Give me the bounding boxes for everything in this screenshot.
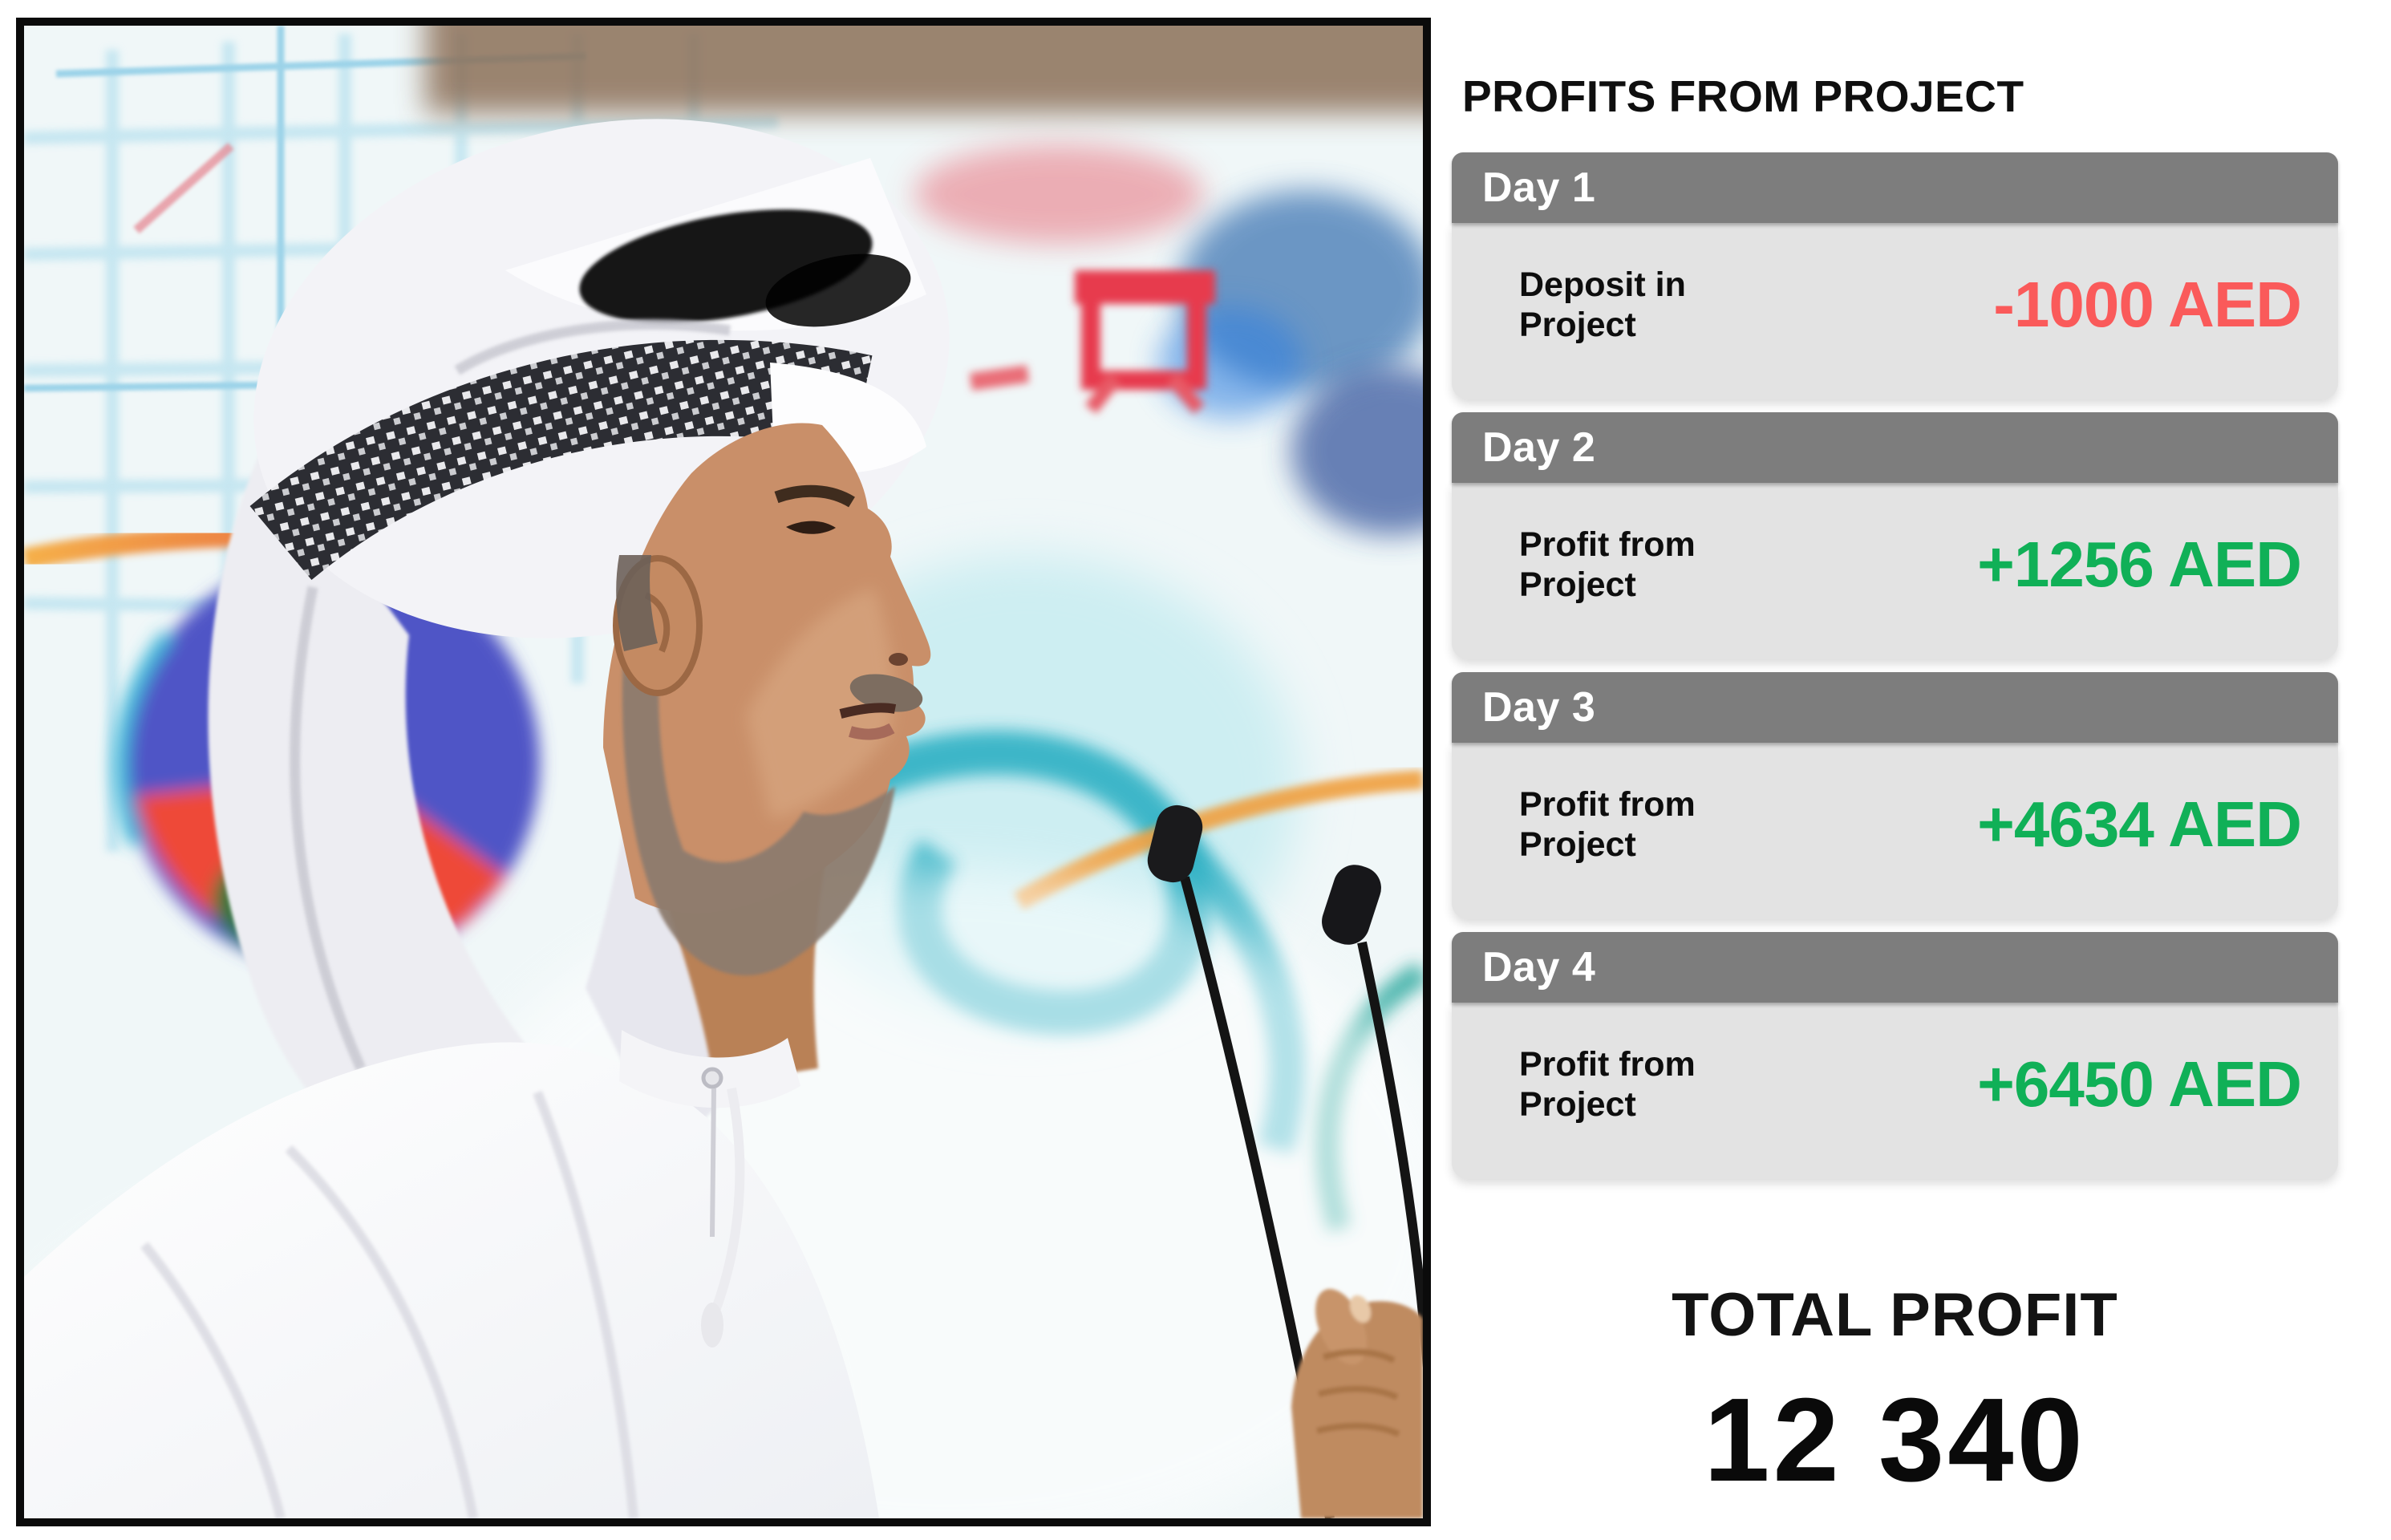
day-card-header: Day 1 (1452, 152, 2338, 223)
orange-arc-right (1014, 770, 1423, 910)
amount-value: -1000 AED (1993, 269, 2302, 340)
amount-value: +4634 AED (1977, 788, 2302, 860)
speaker-face (603, 423, 931, 976)
speaker-hand (1291, 1289, 1423, 1518)
speaker-photo-illustration (24, 26, 1423, 1518)
item-label: Profit from Project (1519, 1044, 1696, 1125)
item-label-line2: Project (1519, 1085, 1636, 1124)
day-card-header: Day 3 (1452, 672, 2338, 743)
item-label-line2: Project (1519, 565, 1636, 604)
total-profit-value: 12 340 (1704, 1374, 2086, 1506)
total-profit-label: TOTAL PROFIT (1672, 1281, 2118, 1349)
speaker-body (24, 1030, 879, 1518)
page-title: PROFITS FROM PROJECT (1462, 71, 2024, 121)
day-card-header: Day 2 (1452, 412, 2338, 483)
item-label-line2: Project (1519, 306, 1636, 344)
total-profit-block: TOTAL PROFIT 12 340 (1452, 1280, 2338, 1509)
item-label-line1: Profit from (1519, 1045, 1696, 1084)
day-card-body: Profit from Project +4634 AED (1452, 743, 2338, 919)
day-label: Day 3 (1482, 684, 1596, 731)
speaker-figure (24, 119, 950, 1518)
day-card: Day 1 Deposit in Project -1000 AED (1452, 152, 2338, 399)
day-card: Day 3 Profit from Project +4634 AED (1452, 672, 2338, 919)
item-label: Deposit in Project (1519, 265, 1686, 345)
amount-value: +1256 AED (1977, 529, 2302, 600)
item-label: Profit from Project (1519, 784, 1696, 865)
day-card-header: Day 4 (1452, 932, 2338, 1003)
day-card-body: Profit from Project +1256 AED (1452, 483, 2338, 659)
day-card-body: Profit from Project +6450 AED (1452, 1003, 2338, 1179)
day-label: Day 1 (1482, 164, 1596, 211)
sunglasses-icon (579, 209, 911, 327)
day-card: Day 4 Profit from Project +6450 AED (1452, 932, 2338, 1179)
microphone-icon (1322, 865, 1423, 1368)
day-label: Day 2 (1482, 424, 1596, 471)
amount-value: +6450 AED (1977, 1048, 2302, 1120)
day-cards-list: Day 1 Deposit in Project -1000 AED Day 2… (1452, 152, 2338, 1192)
item-label-line1: Profit from (1519, 525, 1696, 564)
item-label-line2: Project (1519, 825, 1636, 864)
item-label: Profit from Project (1519, 525, 1696, 605)
speaker-photo (16, 18, 1431, 1526)
red-frame-icon (969, 270, 1215, 414)
item-label-line1: Profit from (1519, 785, 1696, 824)
day-card: Day 2 Profit from Project +1256 AED (1452, 412, 2338, 659)
day-label: Day 4 (1482, 944, 1596, 991)
day-card-body: Deposit in Project -1000 AED (1452, 223, 2338, 399)
item-label-line1: Deposit in (1519, 265, 1686, 304)
